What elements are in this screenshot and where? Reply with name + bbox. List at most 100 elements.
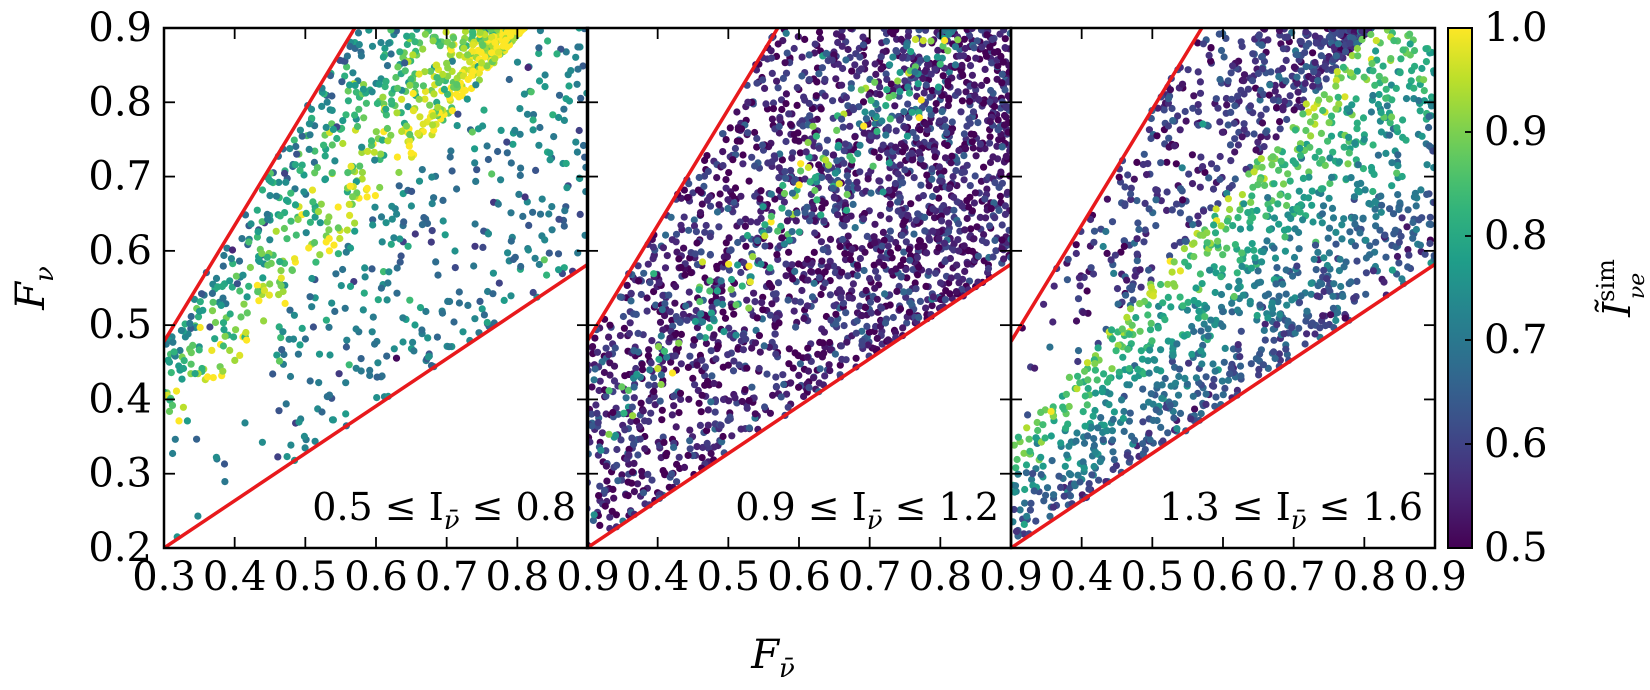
- scatter-point: [459, 328, 467, 336]
- scatter-point: [1100, 370, 1108, 378]
- scatter-point: [243, 293, 251, 301]
- scatter-point: [618, 383, 626, 391]
- scatter-point: [1168, 268, 1176, 276]
- scatter-point: [393, 289, 401, 297]
- scatter-point: [1386, 119, 1394, 127]
- scatter-point: [254, 228, 262, 236]
- scatter-point: [305, 244, 313, 252]
- scatter-point: [780, 198, 789, 206]
- scatter-point: [746, 273, 754, 281]
- scatter-point: [1107, 256, 1115, 264]
- scatter-point: [416, 304, 425, 312]
- scatter-point: [395, 168, 403, 177]
- scatter-point: [1260, 143, 1268, 151]
- scatter-point: [1050, 491, 1058, 499]
- scatter-point: [702, 339, 711, 348]
- scatter-point: [1129, 296, 1137, 304]
- scatter-point: [882, 102, 890, 110]
- scatter-point: [805, 384, 813, 392]
- scatter-point: [378, 136, 386, 144]
- scatter-point: [984, 264, 993, 273]
- scatter-point: [1234, 214, 1242, 222]
- scatter-point: [1231, 102, 1239, 110]
- scatter-point: [998, 79, 1006, 87]
- scatter-point: [1091, 389, 1100, 397]
- scatter-point: [195, 346, 203, 354]
- scatter-point: [1136, 300, 1144, 308]
- scatter-point: [783, 49, 791, 57]
- scatter-point: [383, 352, 391, 360]
- scatter-point: [1028, 475, 1036, 484]
- scatter-point: [460, 44, 468, 52]
- scatter-point: [1003, 188, 1011, 196]
- scatter-point: [1021, 499, 1029, 507]
- scatter-point: [771, 343, 779, 351]
- scatter-point: [879, 188, 887, 196]
- scatter-point: [374, 359, 382, 367]
- scatter-point: [342, 410, 350, 418]
- scatter-point: [921, 213, 929, 221]
- scatter-point: [165, 407, 174, 415]
- scatter-point: [175, 417, 183, 425]
- scatter-point: [464, 75, 472, 84]
- scatter-point: [1253, 311, 1261, 320]
- scatter-point: [376, 183, 384, 192]
- scatter-point: [1263, 237, 1271, 245]
- scatter-point: [1403, 223, 1411, 231]
- scatter-point: [339, 265, 347, 274]
- scatter-point: [784, 403, 792, 411]
- scatter-point: [1246, 297, 1254, 305]
- scatter-point: [1128, 282, 1136, 290]
- scatter-point: [1406, 30, 1414, 38]
- scatter-point: [639, 489, 648, 497]
- scatter-point: [176, 346, 184, 355]
- scatter-point: [637, 290, 645, 299]
- scatter-point: [985, 139, 994, 147]
- scatter-point: [382, 111, 390, 119]
- scatter-point: [318, 408, 326, 416]
- scatter-point: [349, 69, 357, 77]
- scatter-point: [1325, 224, 1334, 232]
- scatter-point: [908, 149, 916, 157]
- scatter-point: [817, 105, 825, 113]
- scatter-point: [1402, 136, 1410, 144]
- scatter-point: [243, 336, 251, 344]
- scatter-point: [936, 177, 944, 185]
- scatter-point: [407, 202, 415, 210]
- scatter-point: [739, 331, 747, 339]
- scatter-point: [884, 336, 892, 344]
- scatter-point: [910, 230, 918, 238]
- scatter-point: [922, 81, 930, 89]
- scatter-point: [1031, 364, 1039, 372]
- scatter-point: [1023, 512, 1031, 520]
- scatter-point: [489, 290, 497, 298]
- scatter-point: [1197, 410, 1205, 418]
- scatter-point: [1255, 371, 1263, 379]
- scatter-point: [825, 361, 833, 369]
- scatter-point: [1310, 255, 1318, 263]
- scatter-point: [734, 345, 742, 353]
- scatter-point: [953, 261, 961, 269]
- scatter-point: [682, 302, 690, 310]
- scatter-point: [393, 109, 401, 117]
- scatter-point: [290, 311, 298, 319]
- scatter-point: [331, 307, 339, 315]
- scatter-point: [698, 200, 706, 208]
- scatter-point: [428, 227, 436, 235]
- scatter-point: [1247, 214, 1255, 222]
- scatter-point: [227, 255, 235, 263]
- scatter-point: [946, 184, 954, 192]
- scatter-point: [1125, 365, 1133, 373]
- scatter-point: [1185, 170, 1193, 178]
- scatter-point: [991, 214, 999, 222]
- scatter-point: [931, 66, 940, 74]
- scatter-point: [782, 174, 790, 182]
- scatter-point: [722, 184, 730, 192]
- scatter-point: [1249, 109, 1257, 117]
- scatter-point: [707, 398, 715, 406]
- scatter-point: [1275, 220, 1283, 228]
- scatter-point: [1023, 424, 1031, 432]
- scatter-point: [794, 260, 803, 268]
- scatter-point: [725, 234, 733, 242]
- scatter-point: [1087, 423, 1095, 431]
